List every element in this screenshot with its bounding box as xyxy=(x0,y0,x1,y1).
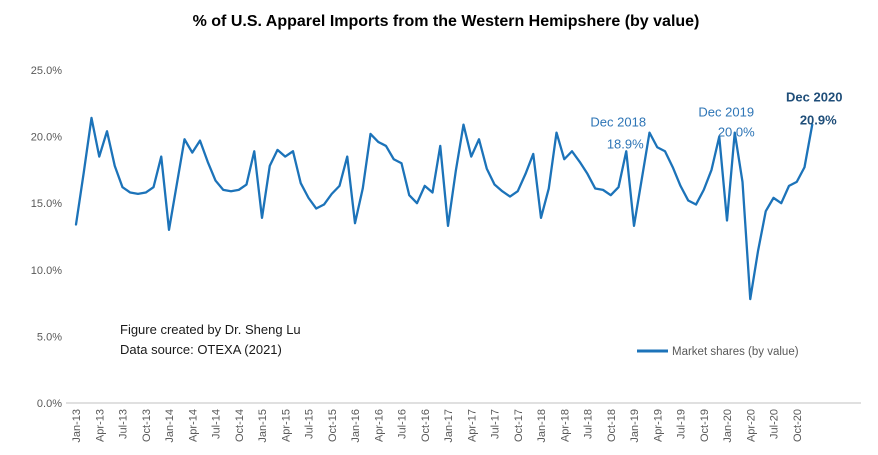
x-axis-tick-label: Apr-19 xyxy=(652,409,664,442)
x-axis-tick-label: Oct-15 xyxy=(327,409,339,442)
y-axis-tick-label: 10.0% xyxy=(31,265,62,277)
x-axis-tick-label: Jan-17 xyxy=(443,409,455,443)
y-axis-tick-label: 20.0% xyxy=(31,132,62,144)
x-axis-tick-label: Jul-15 xyxy=(304,409,316,439)
chart-title: % of U.S. Apparel Imports from the Weste… xyxy=(193,13,700,30)
x-axis-tick-label: Oct-17 xyxy=(513,409,525,442)
y-axis-tick-label: 5.0% xyxy=(37,331,62,343)
x-axis-tick-label: Oct-18 xyxy=(606,409,618,442)
x-axis-tick-label: Jul-17 xyxy=(490,409,502,439)
x-axis-tick-label: Jul-13 xyxy=(118,409,130,439)
x-axis-tick-label: Jan-20 xyxy=(722,409,734,443)
x-axis-tick-label: Jul-16 xyxy=(397,409,409,439)
y-axis-tick-labels: 0.0% 5.0% 10.0% 15.0% 20.0% 25.0% xyxy=(31,65,62,410)
annotation-value: 20.0% xyxy=(718,125,755,140)
annotation-value: 18.9% xyxy=(607,136,644,151)
x-axis-tick-label: Apr-15 xyxy=(280,409,292,442)
x-axis-tick-labels: Jan-13 Apr-13 Jul-13 Oct-13 Jan-14 Apr-14 Jul-… xyxy=(71,409,804,443)
x-axis-tick-label: Oct-20 xyxy=(792,409,804,442)
x-axis-tick-label: Apr-16 xyxy=(373,409,385,442)
x-axis-tick-label: Apr-13 xyxy=(94,409,106,442)
credit-text: Figure created by Dr. Sheng Lu xyxy=(120,322,301,337)
x-axis-tick-label: Oct-14 xyxy=(234,409,246,442)
x-axis-tick-label: Apr-20 xyxy=(745,409,757,442)
x-axis-tick-label: Jan-15 xyxy=(257,409,269,443)
x-axis-tick-label: Oct-13 xyxy=(141,409,153,442)
annotation-value: 20.9% xyxy=(800,113,837,128)
x-axis-tick-label: Apr-18 xyxy=(559,409,571,442)
x-axis-tick-label: Jan-13 xyxy=(71,409,83,443)
x-axis-tick-label: Jul-14 xyxy=(211,409,223,439)
y-axis-tick-label: 15.0% xyxy=(31,198,62,210)
annotations: Dec 2018 18.9% Dec 2019 20.0% Dec 2020 20.9% xyxy=(590,90,842,152)
x-axis-tick-label: Oct-16 xyxy=(420,409,432,442)
y-axis-tick-label: 25.0% xyxy=(31,65,62,77)
x-axis-tick-label: Jan-14 xyxy=(164,409,176,443)
x-axis-tick-label: Oct-19 xyxy=(699,409,711,442)
x-axis-tick-label: Apr-17 xyxy=(466,409,478,442)
x-axis-tick-label: Jan-18 xyxy=(536,409,548,443)
x-axis-tick-label: Jul-20 xyxy=(769,409,781,439)
source-text: Data source: OTEXA (2021) xyxy=(120,342,282,357)
annotation-label: Dec 2020 xyxy=(786,90,842,105)
y-axis-tick-label: 0.0% xyxy=(37,398,62,410)
x-axis-tick-label: Jan-16 xyxy=(350,409,362,443)
annotation-label: Dec 2018 xyxy=(590,114,646,129)
x-axis-tick-label: Jul-19 xyxy=(676,409,688,439)
x-axis-tick-label: Jul-18 xyxy=(583,409,595,439)
x-axis-tick-label: Apr-14 xyxy=(187,409,199,442)
x-axis-tick-label: Jan-19 xyxy=(629,409,641,443)
market-share-line xyxy=(74,116,814,301)
legend-label: Market shares (by value) xyxy=(672,346,799,358)
annotation-label: Dec 2019 xyxy=(698,105,754,120)
